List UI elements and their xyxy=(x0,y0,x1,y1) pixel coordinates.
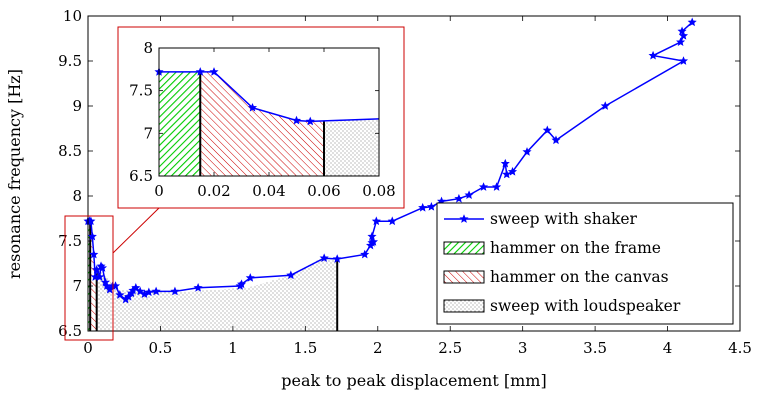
legend-swatch-hatch-green xyxy=(443,241,485,255)
shaker-point xyxy=(92,265,102,274)
shaker-point xyxy=(151,286,161,296)
shaker-point xyxy=(500,158,510,168)
inset-x-tick-label: 0.08 xyxy=(362,182,395,200)
shaker-point xyxy=(648,50,658,60)
shaker-point xyxy=(115,290,125,299)
shaker-point xyxy=(89,249,99,259)
shaker-point xyxy=(100,277,110,287)
shaker-point xyxy=(121,294,131,304)
main-axes-frame xyxy=(87,15,741,332)
inset-x-tick-labels: 0 0.02 0.04 0.06 0.08 xyxy=(154,182,395,200)
y-axis-label: resonance frequency [Hz] xyxy=(5,69,24,279)
x-tick-label: 3 xyxy=(518,339,528,357)
inset-canvas-region xyxy=(200,71,324,176)
shaker-point xyxy=(478,182,489,191)
shaker-point xyxy=(235,281,245,290)
shaker-point xyxy=(170,286,180,296)
shaker-point xyxy=(492,182,502,191)
y-tick-label: 7.5 xyxy=(58,232,82,250)
x-tick-label: 1.5 xyxy=(293,339,317,357)
y-tick-label: 6.5 xyxy=(58,322,82,340)
inset-shaded-regions xyxy=(159,71,379,176)
shaker-point xyxy=(367,238,377,247)
x-tick-label: 1 xyxy=(228,339,238,357)
loudspeaker-region xyxy=(96,259,338,331)
inset-y-tick-label: 6.5 xyxy=(129,167,153,185)
shaker-point xyxy=(426,202,436,211)
inset-y-tick-label: 8 xyxy=(143,39,153,57)
y-tick-label: 10 xyxy=(63,7,82,25)
inset-shaker-point xyxy=(247,102,258,112)
x-tick-label: 3.5 xyxy=(583,339,607,357)
shaker-point xyxy=(678,56,689,65)
shaker-point xyxy=(332,254,342,263)
shaker-point xyxy=(96,261,106,271)
inset-shaker-point xyxy=(209,67,219,76)
shaker-point xyxy=(678,31,689,40)
shaker-point xyxy=(319,253,329,262)
shaker-point xyxy=(387,216,397,226)
inset-frame-region xyxy=(159,71,201,176)
inset-x-tick-label: 0.06 xyxy=(307,182,340,200)
legend-swatch-dots xyxy=(443,299,485,313)
legend-box xyxy=(436,202,734,325)
inset-shaker-point xyxy=(291,115,302,125)
shaker-point xyxy=(551,135,561,145)
shaker-point xyxy=(371,216,381,226)
shaker-point xyxy=(245,273,255,282)
y-tick-label: 8 xyxy=(72,187,82,205)
shaker-point xyxy=(454,193,464,203)
inset-y-tick-label: 7 xyxy=(143,124,153,142)
x-tick-label: 0 xyxy=(83,339,93,357)
x-axis-label: peak to peak displacement [mm] xyxy=(281,371,546,390)
inset-y-tick-label: 7.5 xyxy=(129,82,153,100)
inset-y-tick-labels: 6.5 7 7.5 8 xyxy=(129,39,153,185)
legend-label: sweep with loudspeaker xyxy=(490,297,681,315)
inset-x-tick-label: 0.04 xyxy=(252,182,285,200)
y-tick-label: 9 xyxy=(72,97,82,115)
main-shaded-regions xyxy=(88,221,339,331)
shaker-point xyxy=(676,37,686,46)
y-tick-label: 7 xyxy=(72,277,82,295)
frame-region xyxy=(88,221,91,331)
legend-label: hammer on the frame xyxy=(490,239,661,257)
zoom-connector-line xyxy=(112,207,160,254)
legend-label: hammer on the canvas xyxy=(490,268,669,286)
legend-star-swatch xyxy=(459,214,469,223)
shaker-point xyxy=(687,17,697,27)
shaker-point xyxy=(90,272,100,281)
x-tick-labels: 0 0.5 1 1.5 2 2.5 3 3.5 4 4.5 xyxy=(83,339,752,357)
x-tick-label: 4.5 xyxy=(728,339,752,357)
y-tick-label: 8.5 xyxy=(58,142,82,160)
inset-axes-frame xyxy=(158,47,380,177)
shaker-point xyxy=(418,202,428,212)
shaker-point xyxy=(600,101,610,110)
inset-shaker-point xyxy=(305,116,315,126)
shaker-point xyxy=(286,270,296,280)
shaker-point xyxy=(502,169,512,179)
shaker-point xyxy=(464,190,474,199)
zoom-region-box xyxy=(64,215,114,341)
y-tick-label: 9.5 xyxy=(58,52,82,70)
inset-x-tick-label: 0 xyxy=(154,182,164,200)
x-tick-label: 2.5 xyxy=(438,339,462,357)
x-tick-label: 2 xyxy=(373,339,383,357)
x-tick-label: 4 xyxy=(663,339,673,357)
legend-swatch-hatch-red xyxy=(443,270,485,284)
y-tick-labels: 6.5 7 7.5 8 8.5 9 9.5 10 xyxy=(58,7,82,340)
inset-x-tick-label: 0.02 xyxy=(197,182,230,200)
legend-label: sweep with shaker xyxy=(490,210,638,228)
shaker-point xyxy=(542,125,552,135)
shaker-point xyxy=(360,249,370,259)
inset-loudspeaker-region xyxy=(324,118,379,176)
shaker-point xyxy=(87,231,97,241)
legend: sweep with shaker hammer on the frame hamm… xyxy=(436,202,734,325)
x-tick-label: 0.5 xyxy=(149,339,173,357)
inset-shaker-point xyxy=(195,67,205,76)
shaker-point xyxy=(193,283,203,292)
shaker-point xyxy=(522,147,532,156)
